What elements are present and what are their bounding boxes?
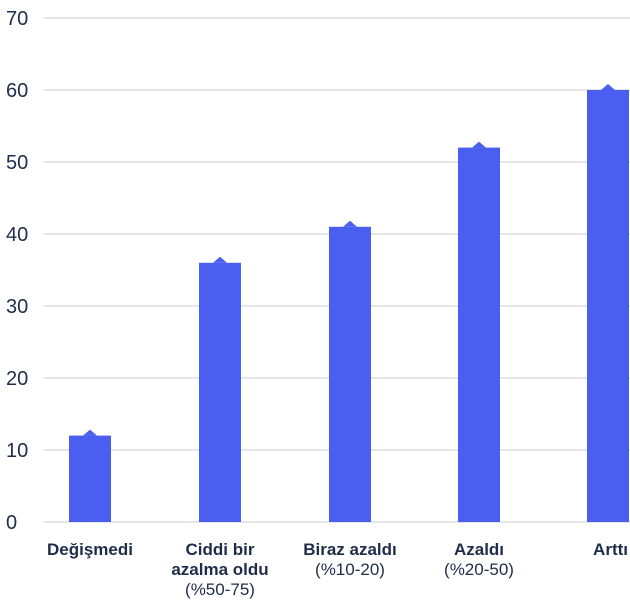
y-tick-label: 0 [6,512,17,534]
bars [69,84,629,523]
y-tick-label: 70 [6,8,28,30]
bar-marker [472,141,486,148]
y-tick-label: 50 [6,152,28,174]
bar [329,226,371,523]
bar [199,262,241,522]
x-category-label: (%50-75) [185,580,255,599]
x-category-label: Arttı [593,540,628,559]
y-tick-label: 10 [6,440,28,462]
x-category-label: azalma oldu [171,560,268,579]
x-category-label: Değişmedi [47,540,133,559]
bar-marker [213,256,227,263]
bar [69,435,111,522]
bar-marker [343,220,357,227]
x-category-label: Azaldı [454,540,504,559]
x-category-label: (%20-50) [444,560,514,579]
bar [458,147,500,522]
x-category-label: Ciddi bir [186,540,255,559]
bar [587,90,629,522]
y-tick-label: 20 [6,368,28,390]
x-category-label: Biraz azaldı [303,540,397,559]
x-category-label: (%10-20) [315,560,385,579]
bar-marker [83,429,97,436]
y-tick-label: 40 [6,224,28,246]
y-axis-tick-labels: 0 10 20 30 40 50 60 70 [6,8,28,534]
y-tick-label: 30 [6,296,28,318]
y-tick-label: 60 [6,80,28,102]
bar-marker [601,84,615,90]
